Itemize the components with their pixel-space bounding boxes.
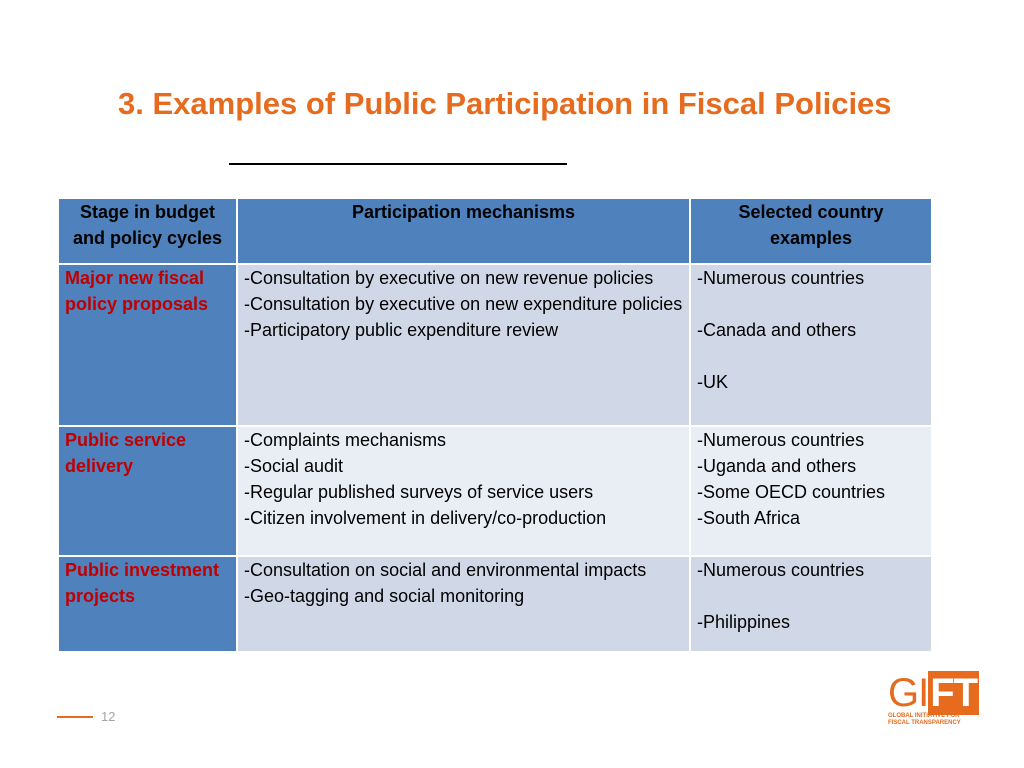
table-row: Public investment projects -Consultation… [57,555,933,653]
country-spacer [697,343,925,369]
country-item: -Numerous countries [697,430,865,450]
logo-ft: FT [928,671,980,715]
mechanism-item: -Consultation on social and environmenta… [244,560,647,580]
mechanism-item: -Citizen involvement in delivery/co-prod… [244,508,607,528]
logo-tagline-2: FISCAL TRANSPARENCY [888,720,961,726]
title-underline [229,163,567,165]
mechanisms-cell: -Consultation by executive on new revenu… [236,263,691,427]
mechanism-item: -Participatory public expenditure review [244,320,559,340]
mechanism-item: -Consultation by executive on new revenu… [244,268,654,288]
country-spacer [697,291,925,317]
table-header-row: Stage in budget and policy cycles Partic… [57,197,933,265]
mechanism-item: -Geo-tagging and social monitoring [244,586,525,606]
country-item: -Some OECD countries [697,482,886,502]
logo-wordmark: GIFT [888,671,983,715]
country-item: -Numerous countries [697,268,865,288]
slide-title: 3. Examples of Public Participation in F… [118,86,892,121]
countries-cell: -Numerous countries -Uganda and others -… [689,425,933,557]
header-countries: Selected country examples [689,197,933,265]
footer-accent-line [57,716,93,718]
gift-logo: GIFT GLOBAL INITIATIVE FOR FISCAL TRANSP… [888,671,983,733]
header-mechanisms: Participation mechanisms [236,197,691,265]
mechanism-item: -Consultation by executive on new expend… [244,294,683,314]
stage-cell: Public service delivery [57,425,238,557]
country-item: -Uganda and others [697,456,857,476]
page-number: 12 [101,709,116,724]
countries-cell: -Numerous countries -Canada and others -… [689,263,933,427]
mechanism-item: -Regular published surveys of service us… [244,482,594,502]
country-item: -South Africa [697,508,801,528]
country-item: -Numerous countries [697,560,865,580]
country-item: -UK [697,372,728,392]
table-row: Public service delivery -Complaints mech… [57,425,933,557]
participation-table: Stage in budget and policy cycles Partic… [57,197,933,653]
country-item: -Canada and others [697,320,857,340]
country-spacer [697,583,925,609]
mechanism-item: -Social audit [244,456,344,476]
country-item: -Philippines [697,612,791,632]
logo-tagline-1: GLOBAL INITIATIVE FOR [888,713,960,719]
mechanisms-cell: -Complaints mechanisms -Social audit -Re… [236,425,691,557]
countries-cell: -Numerous countries -Philippines [689,555,933,653]
stage-cell: Public investment projects [57,555,238,653]
table-row: Major new fiscal policy proposals -Consu… [57,263,933,427]
logo-gi: GI [888,671,929,715]
mechanisms-cell: -Consultation on social and environmenta… [236,555,691,653]
mechanism-item: -Complaints mechanisms [244,430,447,450]
stage-cell: Major new fiscal policy proposals [57,263,238,427]
header-stage: Stage in budget and policy cycles [57,197,238,265]
